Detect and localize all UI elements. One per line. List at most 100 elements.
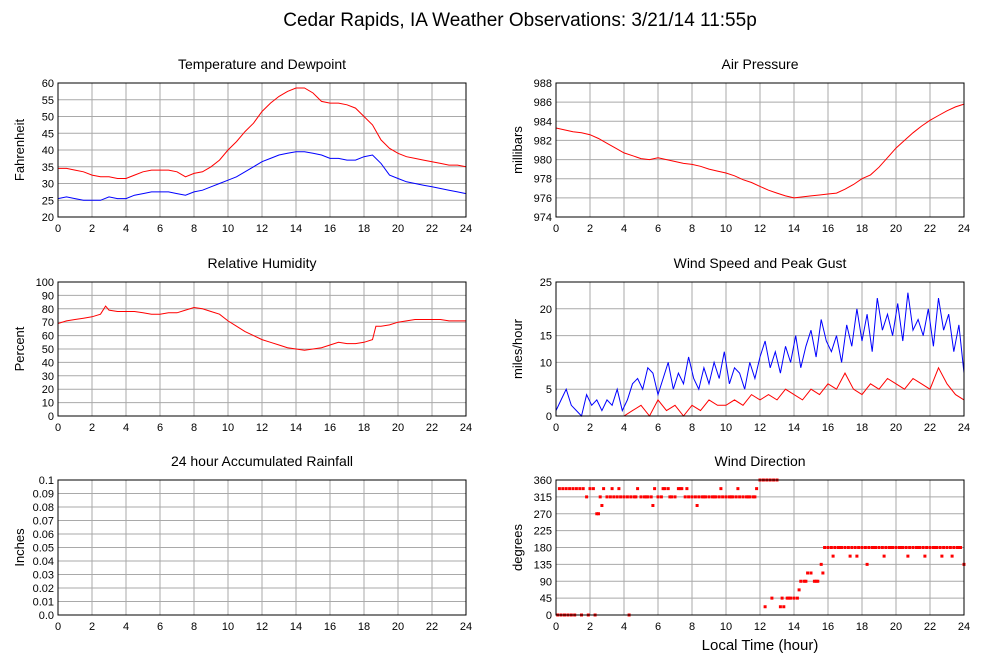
data-point xyxy=(812,579,816,583)
x-tick-label: 4 xyxy=(621,621,627,633)
data-point xyxy=(838,546,842,549)
x-tick-label: 16 xyxy=(324,621,336,633)
data-point xyxy=(591,487,595,491)
data-point xyxy=(707,495,711,499)
x-tick-label: 18 xyxy=(856,223,868,235)
data-point xyxy=(904,546,908,549)
data-point xyxy=(901,546,905,549)
data-point xyxy=(940,554,944,558)
data-point xyxy=(687,495,691,499)
y-tick-label: 225 xyxy=(534,526,552,538)
data-point xyxy=(891,546,895,549)
chart-title: Wind Direction xyxy=(714,453,805,469)
x-tick-label: 8 xyxy=(689,223,695,235)
data-point xyxy=(656,495,660,499)
data-point xyxy=(874,546,878,549)
y-tick-label: 35 xyxy=(42,162,54,174)
data-point xyxy=(840,546,844,549)
data-point xyxy=(727,495,731,499)
data-point xyxy=(574,487,578,491)
y-tick-label: 20 xyxy=(42,212,54,224)
data-point xyxy=(673,495,677,499)
y-tick-label: 20 xyxy=(42,384,54,396)
y-tick-label: 0.04 xyxy=(33,556,54,568)
x-tick-label: 10 xyxy=(222,621,234,633)
y-tick-label: 0.08 xyxy=(33,502,54,514)
y-axis-label: Inches xyxy=(12,528,27,567)
x-tick-label: 24 xyxy=(460,422,472,434)
x-tick-label: 0 xyxy=(55,422,61,434)
data-point xyxy=(651,504,655,507)
data-point xyxy=(605,495,609,499)
plot-frame-top xyxy=(57,281,467,417)
data-point xyxy=(850,546,854,549)
y-tick-label: 0.05 xyxy=(33,543,54,555)
y-axis-label: Fahrenheit xyxy=(12,119,27,182)
y-tick-label: 0.07 xyxy=(33,516,54,528)
data-point xyxy=(908,546,912,549)
data-point xyxy=(702,495,706,499)
data-point xyxy=(857,546,861,549)
data-point xyxy=(748,495,752,499)
data-point xyxy=(957,546,961,549)
series-line-1 xyxy=(555,103,965,199)
plot-frame-top xyxy=(555,281,965,417)
data-point xyxy=(615,495,619,499)
data-point xyxy=(561,487,565,491)
data-point xyxy=(668,495,672,499)
chart-title: Temperature and Dewpoint xyxy=(178,56,346,72)
data-point xyxy=(680,487,684,491)
x-tick-label: 10 xyxy=(720,621,732,633)
x-tick-label: 6 xyxy=(655,223,661,235)
data-point xyxy=(736,487,740,491)
data-point xyxy=(753,495,757,499)
y-tick-label: 0 xyxy=(48,411,54,423)
series-line-1 xyxy=(57,305,466,351)
x-tick-label: 14 xyxy=(788,223,800,235)
data-point xyxy=(693,495,697,499)
plot-frame-top xyxy=(57,479,467,616)
chart-title: Relative Humidity xyxy=(208,255,317,271)
data-point xyxy=(659,495,663,499)
x-tick-label: 8 xyxy=(689,422,695,434)
data-point xyxy=(959,546,963,549)
data-point xyxy=(938,546,942,549)
y-tick-label: 180 xyxy=(534,543,552,555)
y-axis-label: degrees xyxy=(510,524,525,571)
x-tick-label: 12 xyxy=(256,422,268,434)
x-tick-label: 2 xyxy=(587,621,593,633)
y-tick-label: 976 xyxy=(534,193,552,205)
data-point xyxy=(833,546,837,549)
x-tick-label: 24 xyxy=(958,223,970,235)
y-tick-label: 40 xyxy=(42,145,54,157)
data-point xyxy=(870,546,874,549)
data-point xyxy=(884,546,888,549)
x-tick-label: 12 xyxy=(754,422,766,434)
y-tick-label: 90 xyxy=(540,576,552,588)
figure-xlabel: Local Time (hour) xyxy=(702,637,819,654)
data-point xyxy=(738,495,742,499)
data-point xyxy=(877,546,881,549)
x-tick-label: 8 xyxy=(689,621,695,633)
x-tick-label: 18 xyxy=(358,223,370,235)
data-point xyxy=(952,546,956,549)
x-tick-label: 24 xyxy=(958,621,970,633)
data-point xyxy=(670,495,674,499)
data-point xyxy=(646,495,650,499)
x-tick-label: 6 xyxy=(655,422,661,434)
x-tick-label: 2 xyxy=(89,223,95,235)
data-point xyxy=(836,546,840,549)
x-tick-label: 20 xyxy=(890,223,902,235)
data-point xyxy=(831,554,835,558)
data-point xyxy=(581,487,585,491)
data-point xyxy=(731,495,735,499)
data-point xyxy=(744,495,748,499)
series-line-1 xyxy=(58,87,467,179)
y-axis-label: millibars xyxy=(510,126,525,174)
data-point xyxy=(809,571,813,575)
data-point xyxy=(789,596,793,600)
data-point xyxy=(644,495,648,499)
